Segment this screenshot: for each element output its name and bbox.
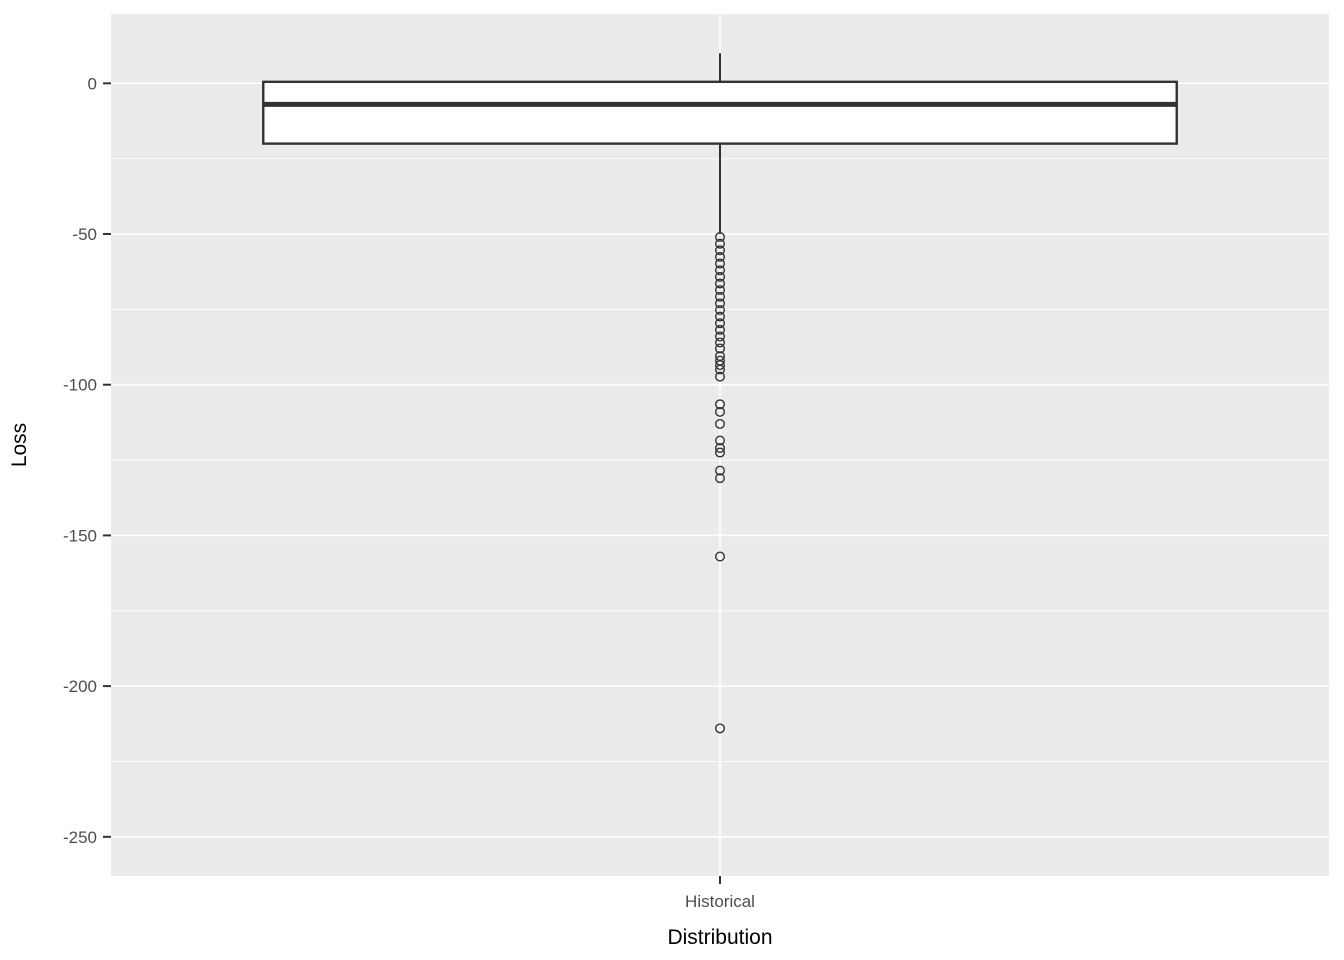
y-tick-label: -50: [72, 225, 97, 244]
outlier-point: [715, 278, 726, 289]
y-tick-label: 0: [88, 74, 97, 93]
outlier-point: [715, 318, 726, 329]
outlier-point: [715, 258, 726, 269]
boxplot-box: [262, 80, 1178, 145]
outlier-point: [715, 723, 726, 734]
x-axis-title: Distribution: [667, 926, 772, 949]
outlier-point: [715, 311, 726, 322]
outlier-point: [715, 324, 726, 335]
outlier-point: [715, 232, 726, 243]
outlier-point: [715, 364, 726, 375]
outlier-point: [715, 343, 726, 354]
y-tick-label: -250: [63, 828, 97, 847]
outlier-point: [715, 298, 726, 309]
outlier-point: [715, 238, 726, 249]
outlier-point: [715, 435, 726, 446]
outlier-point: [715, 418, 726, 429]
plot-area: 0 -50 -100 -150 -200 -250: [63, 14, 1329, 884]
outlier-point: [715, 285, 726, 296]
outlier-point: [715, 371, 726, 382]
outlier-point: [715, 245, 726, 256]
outlier-point: [715, 337, 726, 348]
outlier-point: [715, 304, 726, 315]
outlier-point: [715, 443, 726, 454]
outlier-point: [715, 271, 726, 282]
y-tick-label: -200: [63, 677, 97, 696]
x-tick-label: Historical: [685, 892, 755, 911]
outlier-point: [715, 406, 726, 417]
outlier-point: [715, 399, 726, 410]
y-tick-label: -100: [63, 376, 97, 395]
y-tick-label: -150: [63, 526, 97, 545]
outlier-point: [715, 265, 726, 276]
outlier-point: [715, 360, 726, 371]
y-axis-title: Loss: [8, 423, 31, 467]
outlier-point: [715, 473, 726, 484]
outlier-point: [715, 251, 726, 262]
outlier-point: [715, 331, 726, 342]
outlier-point: [715, 447, 726, 458]
outlier-point: [715, 465, 726, 476]
outlier-point: [715, 551, 726, 562]
outlier-point: [715, 291, 726, 302]
